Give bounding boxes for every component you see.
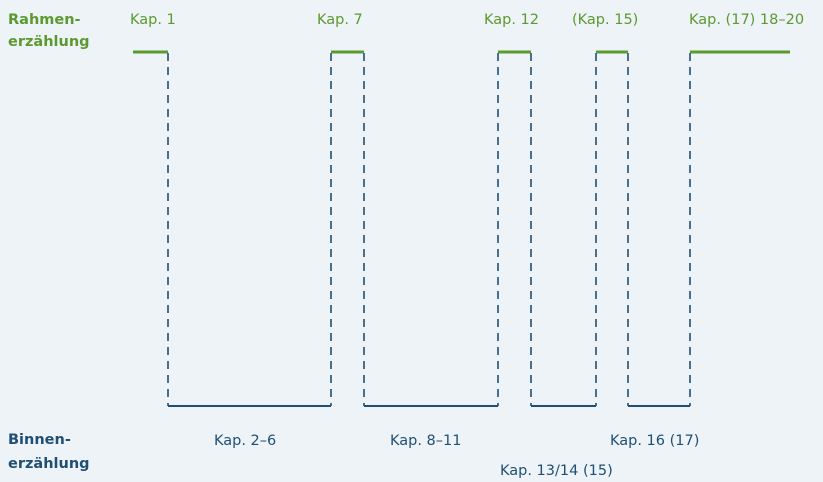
- frame-segment-label: (Kap. 15): [572, 12, 639, 28]
- frame-segment-label: Kap. (17) 18–20: [689, 12, 805, 28]
- inner-segment-label: Kap. 8–11: [390, 433, 462, 449]
- inner-segment-label: Kap. 16 (17): [610, 433, 700, 449]
- inner-narrative-label-line1: Binnen-: [8, 432, 71, 448]
- frame-segment-label: Kap. 7: [317, 12, 363, 28]
- inner-segment-label: Kap. 2–6: [214, 433, 277, 449]
- inner-segment-label: Kap. 13/14 (15): [500, 463, 613, 479]
- frame-narrative-label-line2: erzählung: [8, 34, 90, 50]
- frame-narrative-label-line1: Rahmen-: [8, 12, 81, 28]
- frame-segment-label: Kap. 1: [130, 12, 176, 28]
- inner-narrative-label-line2: erzählung: [8, 456, 90, 472]
- frame-segment-label: Kap. 12: [484, 12, 540, 28]
